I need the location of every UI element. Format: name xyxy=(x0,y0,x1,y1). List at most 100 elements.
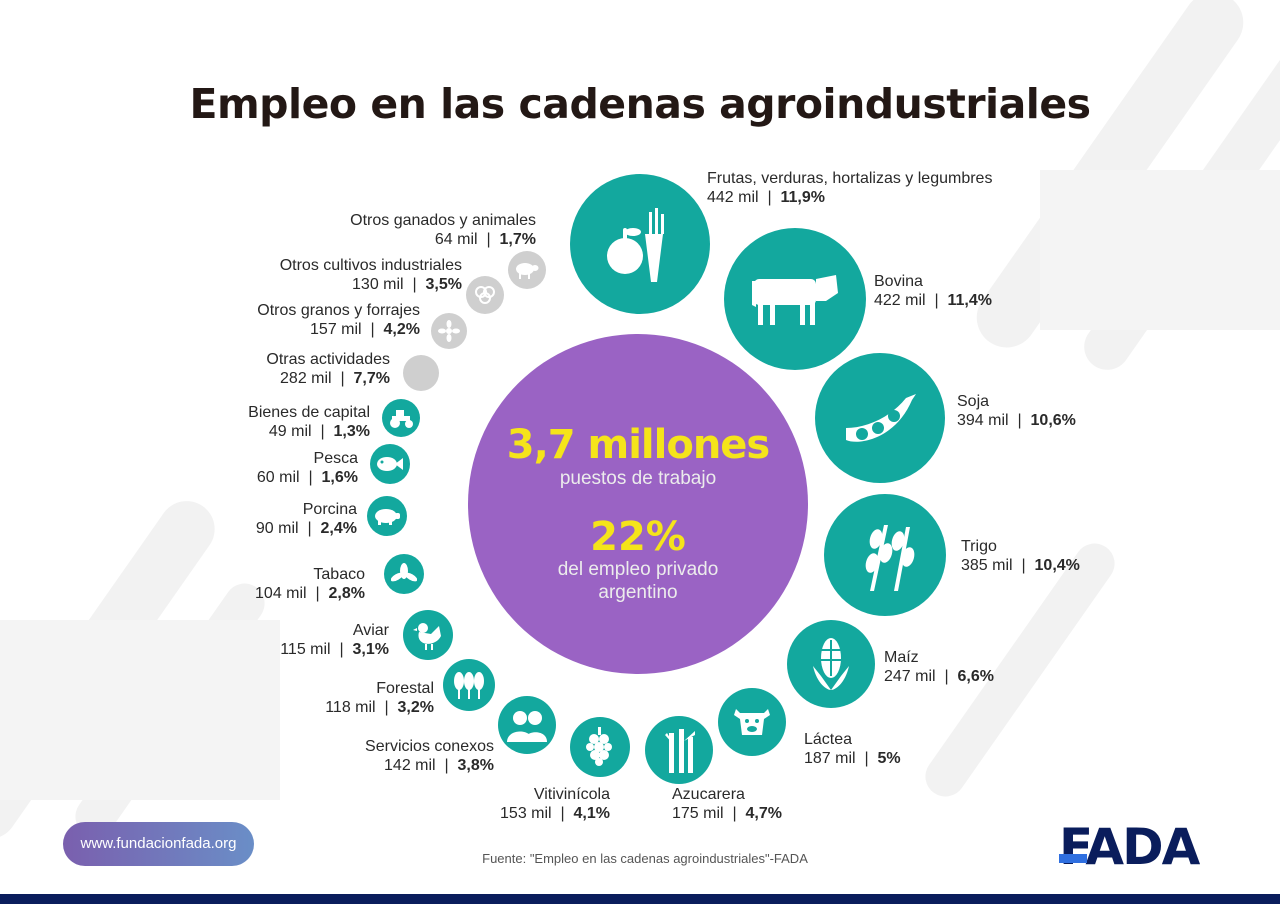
label-servicios-conexos: Servicios conexos 142 mil | 3,8% xyxy=(365,738,494,774)
label-name: Servicios conexos xyxy=(365,738,494,755)
website-link[interactable]: www.fundacionfada.org xyxy=(63,822,254,866)
total-jobs-label: puestos de trabajo xyxy=(559,468,717,489)
label-vitivinicola: Vitivinícola 153 mil | 4,1% xyxy=(500,786,610,822)
segment-circle-porcina xyxy=(367,496,407,536)
label-percent: 3,1% xyxy=(352,641,389,658)
label-value: 385 mil xyxy=(961,557,1013,574)
label-name: Otras actividades xyxy=(266,351,390,368)
wheat-icon xyxy=(865,525,915,591)
soy-pod-icon xyxy=(846,394,916,442)
label-bienes-de-capital: Bienes de capital 49 mil | 1,3% xyxy=(248,404,370,440)
private-employment-label: del empleo privado argentino xyxy=(557,559,719,603)
label-bovina: Bovina 422 mil | 11,4% xyxy=(874,273,992,309)
label-trigo: Trigo 385 mil | 10,4% xyxy=(961,538,1080,574)
total-jobs-value: 3,7 millones xyxy=(506,422,771,468)
label-percent: 3,2% xyxy=(397,699,434,716)
label-tabaco: Tabaco 104 mil | 2,8% xyxy=(255,566,365,602)
chicken-icon xyxy=(413,623,441,650)
label-percent: 3,5% xyxy=(425,276,462,293)
label-value: 422 mil xyxy=(874,292,926,309)
label-value: 104 mil xyxy=(255,585,307,602)
label-porcina: Porcina 90 mil | 2,4% xyxy=(255,501,357,537)
bottom-bar xyxy=(0,894,1280,904)
label-frutas: Frutas, verduras, hortalizas y legumbres… xyxy=(707,170,993,206)
segment-circle-pesca xyxy=(370,444,410,484)
label-otros-cultivos: Otros cultivos industriales 130 mil | 3,… xyxy=(279,257,462,293)
label-value: 60 mil xyxy=(256,469,300,486)
label-percent: 6,6% xyxy=(957,668,994,685)
sugarcane-icon xyxy=(665,729,695,773)
cow-icon xyxy=(752,275,838,325)
label-name: Aviar xyxy=(352,622,389,639)
label-aviar: Aviar 115 mil | 3,1% xyxy=(280,622,389,658)
segment-circle-bovina xyxy=(724,228,866,370)
segment-circle-trigo xyxy=(824,494,946,616)
label-value: 175 mil xyxy=(672,805,724,822)
private-employment-share: 22% xyxy=(590,514,686,560)
label-lactea: Láctea 187 mil | 5% xyxy=(804,731,901,767)
label-name: Soja xyxy=(957,393,990,410)
tobacco-leaf-icon xyxy=(391,563,417,582)
fruit-vegetables-icon xyxy=(607,208,664,282)
segment-circle-otros-granos xyxy=(431,313,467,349)
label-value: 130 mil xyxy=(352,276,404,293)
label-otras-actividades: Otras actividades 282 mil | 7,7% xyxy=(266,351,390,387)
label-otros-granos: Otros granos y forrajes 157 mil | 4,2% xyxy=(257,302,420,338)
label-maiz: Maíz 247 mil | 6,6% xyxy=(884,649,994,685)
segment-circle-bienes-de-capital xyxy=(382,399,420,437)
label-percent: 11,9% xyxy=(780,189,825,206)
fada-logo: FADA xyxy=(1059,818,1203,870)
label-name: Trigo xyxy=(961,538,997,555)
source-note: Fuente: "Empleo en las cadenas agroindus… xyxy=(482,851,808,866)
segment-circle-otros-cultivos xyxy=(466,276,504,314)
tractor-icon xyxy=(390,410,413,428)
label-percent: 11,4% xyxy=(947,292,992,309)
segment-circle-otros-ganados xyxy=(508,251,546,289)
label-percent: 7,7% xyxy=(353,370,390,387)
label-percent: 2,8% xyxy=(328,585,365,602)
label-percent: 1,3% xyxy=(333,423,370,440)
pig-icon xyxy=(375,509,400,525)
label-percent: 4,1% xyxy=(573,805,610,822)
label-value: 142 mil xyxy=(384,757,436,774)
segment-circle-maiz xyxy=(787,620,875,708)
label-name: Láctea xyxy=(804,731,853,748)
label-value: 247 mil xyxy=(884,668,936,685)
label-percent: 10,6% xyxy=(1030,412,1076,429)
label-value: 282 mil xyxy=(280,370,332,387)
label-percent: 4,2% xyxy=(383,321,420,338)
label-value: 118 mil xyxy=(325,699,376,716)
label-value: 442 mil xyxy=(707,189,759,206)
label-forestal: Forestal 118 mil | 3,2% xyxy=(325,680,434,716)
label-percent: 2,4% xyxy=(320,520,357,537)
label-percent: 3,8% xyxy=(457,757,494,774)
trees-icon xyxy=(454,672,484,699)
segment-circle-soja xyxy=(815,353,945,483)
label-value: 157 mil xyxy=(310,321,362,338)
label-name: Maíz xyxy=(884,649,919,666)
label-pesca: Pesca 60 mil | 1,6% xyxy=(256,450,358,486)
segment-circle-servicios-conexos xyxy=(498,696,556,754)
label-percent: 4,7% xyxy=(745,805,782,822)
label-name: Porcina xyxy=(302,501,357,518)
corn-icon xyxy=(813,638,849,690)
label-name: Otros cultivos industriales xyxy=(279,257,462,274)
total-summary-circle: 3,7 millones puestos de trabajo 22% del … xyxy=(468,334,808,674)
cotton-icon xyxy=(475,286,495,304)
dairy-cow-icon xyxy=(734,709,770,735)
grapes-icon xyxy=(586,727,612,766)
fada-logo-accent xyxy=(1059,854,1087,863)
label-value: 394 mil xyxy=(957,412,1009,429)
label-name: Azucarera xyxy=(672,786,745,803)
label-value: 115 mil xyxy=(280,641,331,658)
label-percent: 5% xyxy=(877,750,901,767)
label-name: Otros ganados y animales xyxy=(350,212,536,229)
segment-circle-forestal xyxy=(443,659,495,711)
label-name: Otros granos y forrajes xyxy=(257,302,420,319)
label-azucarera: Azucarera 175 mil | 4,7% xyxy=(672,786,782,822)
label-name: Pesca xyxy=(313,450,358,467)
label-name: Forestal xyxy=(376,680,434,697)
label-value: 49 mil xyxy=(268,423,312,440)
label-value: 90 mil xyxy=(255,520,299,537)
